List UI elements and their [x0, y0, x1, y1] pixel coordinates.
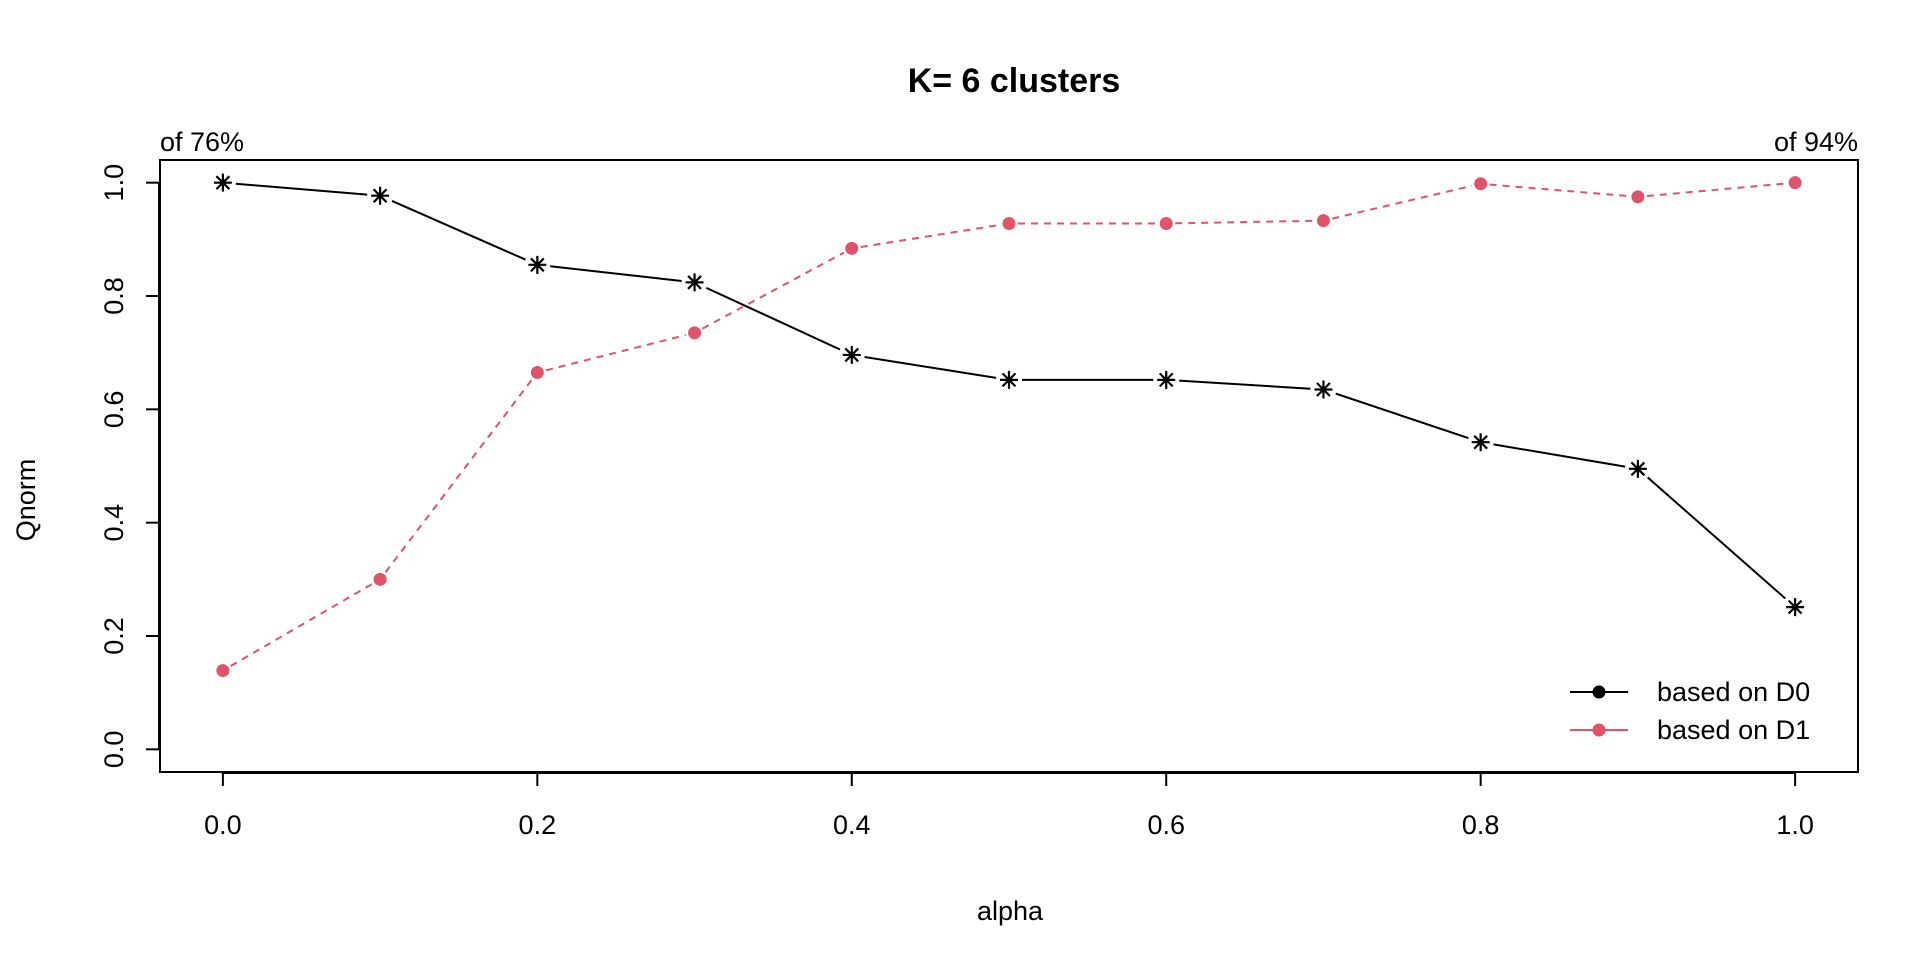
- data-point: [685, 273, 704, 292]
- data-point: [371, 186, 390, 205]
- x-axis-label: alpha: [977, 896, 1044, 926]
- data-point: [528, 255, 547, 274]
- series-1: [213, 173, 1805, 617]
- legend-item: based on D1: [1570, 715, 1810, 745]
- series-2-segment: [230, 582, 373, 667]
- series-2: [216, 176, 1802, 678]
- plot-frame: [159, 159, 1859, 773]
- y-tick-label: 0.4: [99, 504, 129, 542]
- data-point: [1631, 190, 1645, 204]
- series-1-segment: [1335, 392, 1469, 440]
- y-tick-label: 0.8: [99, 277, 129, 315]
- series-2-segment: [702, 251, 845, 330]
- series-2-segment: [545, 334, 687, 372]
- data-point: [1471, 433, 1490, 452]
- x-tick-label: 1.0: [1776, 810, 1814, 840]
- series-layer: [213, 173, 1805, 678]
- data-point: [216, 664, 230, 678]
- data-point: [213, 173, 232, 192]
- x-tick-label: 0.2: [519, 810, 557, 840]
- series-1-segment: [1179, 379, 1311, 390]
- legend: based on D0 based on D1: [1570, 677, 1810, 745]
- series-2-segment: [1175, 219, 1315, 225]
- data-point: [1002, 216, 1016, 230]
- data-point: [1786, 598, 1805, 617]
- x-tick-label: 0.8: [1462, 810, 1500, 840]
- corner-label-right: of 94%: [1774, 127, 1858, 157]
- data-point: [530, 366, 544, 379]
- series-1-segment: [1646, 476, 1787, 600]
- data-point: [1316, 214, 1330, 228]
- series-1-segment: [705, 286, 841, 351]
- legend-label: based on D0: [1657, 677, 1810, 707]
- data-point: [1474, 177, 1488, 191]
- y-axis-label: Qnorm: [11, 459, 41, 542]
- series-1-segment: [550, 265, 682, 282]
- series-1-segment: [391, 200, 526, 261]
- legend-item: based on D0: [1570, 677, 1810, 707]
- y-tick-label: 1.0: [99, 164, 129, 202]
- data-point: [1628, 459, 1647, 478]
- data-point: [1788, 176, 1802, 190]
- series-1-segment: [864, 355, 997, 379]
- chart-title: K= 6 clusters: [908, 62, 1121, 100]
- data-point: [688, 326, 702, 340]
- x-tick-label: 0.6: [1147, 810, 1185, 840]
- series-2-segment: [860, 223, 1001, 248]
- x-tick-label: 0.4: [833, 810, 871, 840]
- series-2-segment: [384, 379, 533, 573]
- y-tick-label: 0.2: [99, 617, 129, 655]
- data-point: [842, 345, 861, 364]
- corner-label-left: of 76%: [160, 127, 244, 157]
- data-point: [1157, 370, 1176, 389]
- data-point: [1000, 370, 1018, 389]
- series-2-segment: [1646, 182, 1787, 198]
- series-2-segment: [1331, 184, 1473, 220]
- legend-marker: [1592, 723, 1606, 737]
- y-tick-label: 0.0: [99, 731, 129, 769]
- series-1-segment: [235, 182, 368, 196]
- y-axis: 0.0 0.2 0.4 0.6 0.8 1.0: [99, 164, 160, 768]
- legend-marker: [1592, 685, 1606, 699]
- data-point: [1159, 216, 1173, 230]
- y-tick-label: 0.6: [99, 391, 129, 429]
- x-tick-label: 0.0: [204, 810, 242, 840]
- legend-label: based on D1: [1657, 715, 1810, 745]
- data-point: [845, 241, 859, 255]
- data-point: [1314, 380, 1333, 399]
- data-point: [373, 572, 387, 586]
- series-1-segment: [1493, 443, 1626, 468]
- series-2-segment: [1489, 183, 1630, 198]
